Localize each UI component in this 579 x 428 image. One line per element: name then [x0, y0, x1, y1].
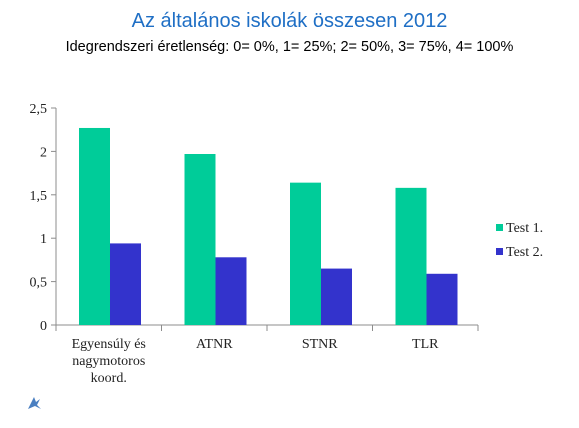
bar-test2 [215, 257, 247, 325]
bar-test1 [290, 182, 321, 325]
logo-icon [28, 397, 41, 409]
y-tick-label: 2,5 [30, 102, 48, 117]
x-tick-label: STNR [302, 337, 338, 352]
y-tick-label: 1 [40, 232, 47, 247]
bar-test1 [184, 154, 216, 325]
y-tick-label: 0 [40, 319, 47, 334]
legend-label: Test 1. [506, 221, 543, 236]
legend-label: Test 2. [506, 245, 543, 260]
y-tick-label: 0,5 [30, 276, 48, 291]
legend-swatch [496, 248, 503, 255]
x-tick-label: TLR [412, 337, 439, 352]
bar-test1 [79, 127, 110, 326]
bar-test2 [110, 243, 141, 325]
chart-subtitle: Idegrendszeri éretlenség: 0= 0%, 1= 25%;… [65, 39, 514, 55]
y-tick-label: 2 [40, 145, 47, 160]
y-tick-label: 1,5 [30, 189, 48, 204]
x-tick-label: ATNR [196, 337, 233, 352]
bar-test1 [395, 187, 427, 325]
chart-title: Az általános iskolák összesen 2012 [131, 10, 448, 32]
x-tick-label: Egyensúly és nagymotoros koord. [72, 337, 146, 386]
bar-test2 [321, 268, 352, 325]
legend-swatch [496, 224, 503, 231]
bar-test2 [426, 273, 458, 325]
